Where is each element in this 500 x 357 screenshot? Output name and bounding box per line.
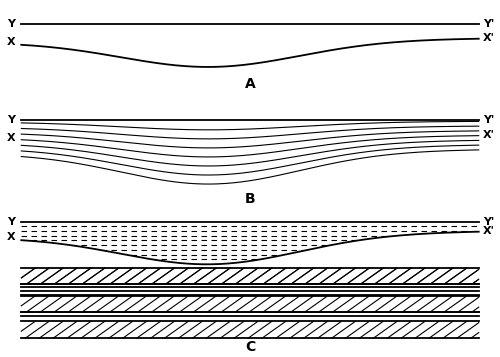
Text: C: C: [245, 340, 255, 354]
Text: X: X: [7, 37, 16, 47]
Text: Y: Y: [8, 115, 16, 125]
Text: X': X': [482, 226, 494, 236]
Text: X': X': [482, 130, 494, 140]
Text: X: X: [7, 232, 16, 242]
Text: X: X: [7, 132, 16, 142]
Text: Y': Y': [483, 217, 494, 227]
Text: X': X': [482, 34, 494, 44]
Text: Y': Y': [483, 19, 494, 29]
Text: Y: Y: [8, 19, 16, 29]
Text: Y: Y: [8, 217, 16, 227]
Text: B: B: [244, 192, 256, 206]
Text: A: A: [244, 77, 256, 91]
Text: Y': Y': [483, 115, 494, 125]
